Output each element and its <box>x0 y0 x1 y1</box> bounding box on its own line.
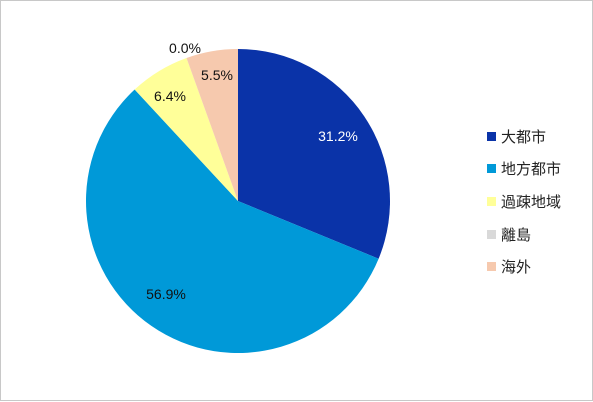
legend-swatch-海外 <box>487 262 496 271</box>
legend-swatch-過疎地域 <box>487 197 496 206</box>
data-label-大都市: 31.2% <box>318 128 358 144</box>
legend-swatch-大都市 <box>487 132 496 141</box>
legend-label-地方都市: 地方都市 <box>501 160 561 178</box>
pie-data-labels: 31.2% 56.9% 6.4% 0.0% 5.5% <box>146 40 358 302</box>
legend-item-離島: 離島 <box>487 226 531 244</box>
pie-slice-海外 <box>186 49 238 201</box>
legend-label-大都市: 大都市 <box>501 128 546 146</box>
data-label-海外: 5.5% <box>201 67 233 83</box>
legend-item-大都市: 大都市 <box>487 128 546 146</box>
legend-item-海外: 海外 <box>487 258 531 276</box>
legend-item-地方都市: 地方都市 <box>487 160 561 178</box>
legend-label-離島: 離島 <box>501 226 531 244</box>
legend-swatch-離島 <box>487 230 496 239</box>
pie-slices <box>85 49 390 354</box>
legend: 大都市 地方都市 過疎地域 離島 海外 <box>487 128 561 276</box>
legend-label-海外: 海外 <box>501 258 531 276</box>
data-label-地方都市: 56.9% <box>146 286 186 302</box>
pie-slice-大都市 <box>238 49 390 259</box>
data-label-離島: 0.0% <box>169 40 201 56</box>
pie-slice-過疎地域 <box>134 57 238 201</box>
data-label-過疎地域: 6.4% <box>154 88 186 104</box>
pie-slice-地方都市 <box>85 89 379 354</box>
legend-item-過疎地域: 過疎地域 <box>487 193 561 211</box>
legend-swatch-地方都市 <box>487 164 496 173</box>
legend-label-過疎地域: 過疎地域 <box>501 193 561 211</box>
